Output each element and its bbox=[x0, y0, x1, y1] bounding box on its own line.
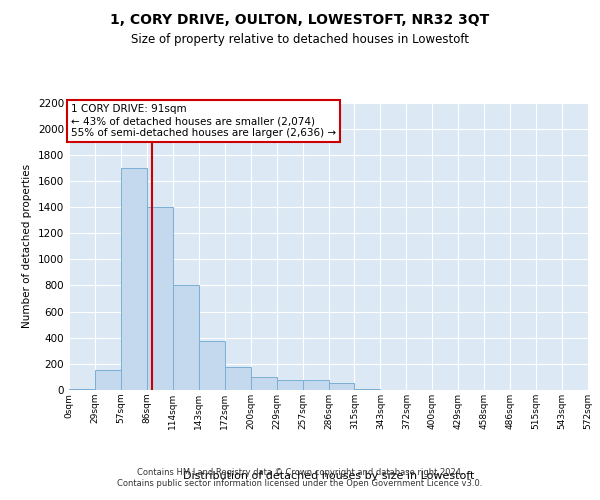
Text: 1, CORY DRIVE, OULTON, LOWESTOFT, NR32 3QT: 1, CORY DRIVE, OULTON, LOWESTOFT, NR32 3… bbox=[110, 12, 490, 26]
Bar bbox=[173, 286, 199, 390]
Bar bbox=[95, 370, 121, 390]
Bar bbox=[225, 367, 251, 390]
Bar bbox=[302, 380, 329, 390]
Bar bbox=[69, 388, 95, 390]
Bar bbox=[251, 377, 277, 390]
Bar bbox=[277, 380, 302, 390]
Bar bbox=[329, 384, 355, 390]
Text: Contains HM Land Registry data © Crown copyright and database right 2024.
Contai: Contains HM Land Registry data © Crown c… bbox=[118, 468, 482, 487]
Bar bbox=[147, 207, 173, 390]
Y-axis label: Number of detached properties: Number of detached properties bbox=[22, 164, 32, 328]
Bar bbox=[199, 341, 224, 390]
Bar bbox=[355, 389, 380, 390]
Text: Size of property relative to detached houses in Lowestoft: Size of property relative to detached ho… bbox=[131, 32, 469, 46]
Text: 1 CORY DRIVE: 91sqm
← 43% of detached houses are smaller (2,074)
55% of semi-det: 1 CORY DRIVE: 91sqm ← 43% of detached ho… bbox=[71, 104, 336, 138]
X-axis label: Distribution of detached houses by size in Lowestoft: Distribution of detached houses by size … bbox=[183, 471, 474, 481]
Bar bbox=[121, 168, 147, 390]
